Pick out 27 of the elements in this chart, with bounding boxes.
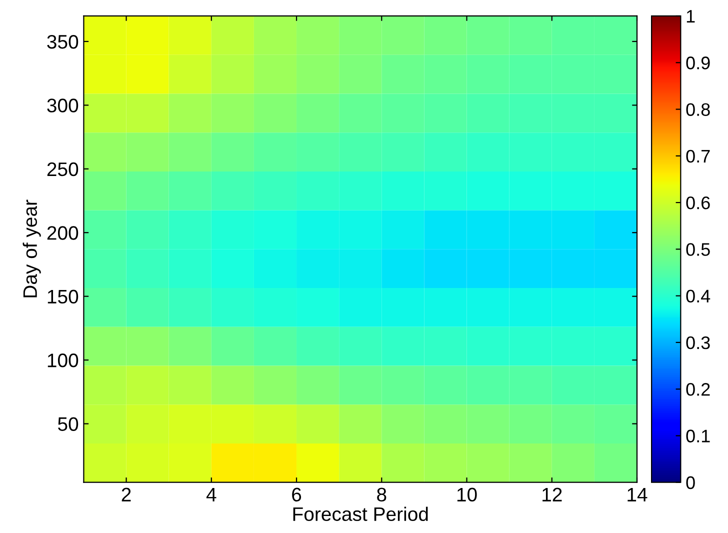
color-bar-label: 0.4 bbox=[686, 290, 710, 303]
color-bar-label: 0.8 bbox=[686, 103, 710, 116]
color-bar-label: 0.1 bbox=[686, 430, 710, 442]
y-tick-label: 100 bbox=[48, 354, 78, 368]
y-axis-title: Day of year bbox=[22, 200, 41, 298]
color-bar-label: 0.6 bbox=[686, 196, 710, 210]
x-tick-label: 2 bbox=[122, 488, 131, 502]
color-bar-label: 1 bbox=[686, 10, 695, 23]
color-bar-label: 0 bbox=[686, 476, 695, 490]
x-tick-label: 6 bbox=[292, 488, 302, 502]
color-bar-label: 0.7 bbox=[686, 150, 710, 163]
color-bar-label: 0.2 bbox=[686, 383, 710, 396]
color-bar-label: 0.5 bbox=[686, 243, 710, 256]
y-tick-label: 200 bbox=[47, 226, 78, 240]
y-tick-label: 350 bbox=[47, 34, 78, 49]
color-bar-label: 0.3 bbox=[686, 336, 710, 350]
y-tick-label: 50 bbox=[58, 417, 78, 431]
y-tick-label: 300 bbox=[47, 98, 78, 112]
y-tick-label: 150 bbox=[48, 290, 78, 304]
x-axis-title: Forecast Period bbox=[293, 506, 428, 522]
x-tick-label: 12 bbox=[542, 488, 562, 502]
x-tick-label: 8 bbox=[377, 488, 386, 502]
x-tick-label: 14 bbox=[628, 488, 648, 502]
color-bar-label: 0.9 bbox=[686, 56, 710, 70]
y-tick-label: 250 bbox=[47, 162, 78, 176]
x-tick-label: 4 bbox=[206, 488, 216, 502]
x-tick-label: 10 bbox=[457, 488, 477, 502]
